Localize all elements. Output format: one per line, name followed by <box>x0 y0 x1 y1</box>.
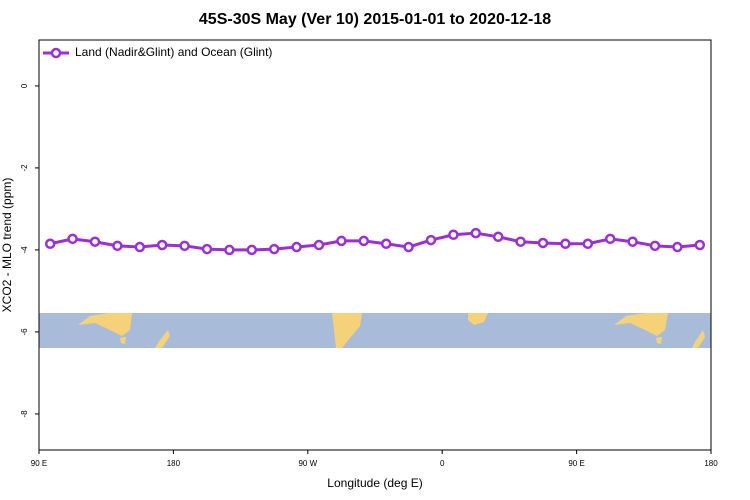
data-point <box>246 244 258 256</box>
y-tick-label: -4 <box>20 246 29 254</box>
data-point <box>89 236 101 247</box>
y-axis-label: XCO2 - MLO trend (ppm) <box>0 178 14 313</box>
x-tick-label: 90 E <box>31 459 47 468</box>
data-point <box>291 241 302 253</box>
data-point <box>67 233 78 245</box>
data-point <box>201 243 213 255</box>
data-point <box>582 238 594 250</box>
data-point <box>515 236 526 247</box>
y-tick-label: 0 <box>20 83 29 88</box>
y-tick-label: -8 <box>20 410 29 418</box>
data-point <box>492 231 504 243</box>
x-tick-label: 0 <box>440 459 445 468</box>
chart-title: 45S-30S May (Ver 10) 2015-01-01 to 2020-… <box>199 11 551 28</box>
series-line <box>49 231 700 252</box>
data-point <box>604 233 616 245</box>
data-point <box>470 227 482 239</box>
x-tick-label: 180 <box>167 459 181 468</box>
data-point <box>156 239 168 251</box>
x-tick-label: 90 E <box>568 459 584 468</box>
data-point <box>179 240 190 252</box>
plot-frame <box>38 39 712 451</box>
data-point <box>649 240 661 252</box>
x-tick-label: 180 <box>704 459 718 468</box>
data-point <box>268 243 280 255</box>
data-point <box>537 237 549 249</box>
data-point <box>694 239 706 251</box>
data-point <box>627 236 638 247</box>
legend-label: Land (Nadir&Glint) and Ocean (Glint) <box>75 45 272 59</box>
y-tick-label: -6 <box>20 328 29 336</box>
data-point <box>313 239 325 251</box>
data-point <box>448 229 459 240</box>
x-axis-label: Longitude (deg E) <box>327 476 422 490</box>
data-point <box>112 240 123 252</box>
x-tick-label: 90 W <box>298 459 317 468</box>
data-point <box>358 235 370 247</box>
legend-marker <box>50 47 62 59</box>
data-point <box>403 241 414 253</box>
data-point <box>425 234 437 246</box>
map-strip <box>39 313 711 348</box>
data-point <box>336 235 347 247</box>
data-point <box>380 238 392 250</box>
data-point <box>224 244 235 256</box>
data-point <box>560 238 571 250</box>
data-point <box>672 241 683 253</box>
data-point <box>44 238 56 250</box>
data-point <box>134 241 146 253</box>
y-tick-label: -2 <box>20 164 29 172</box>
